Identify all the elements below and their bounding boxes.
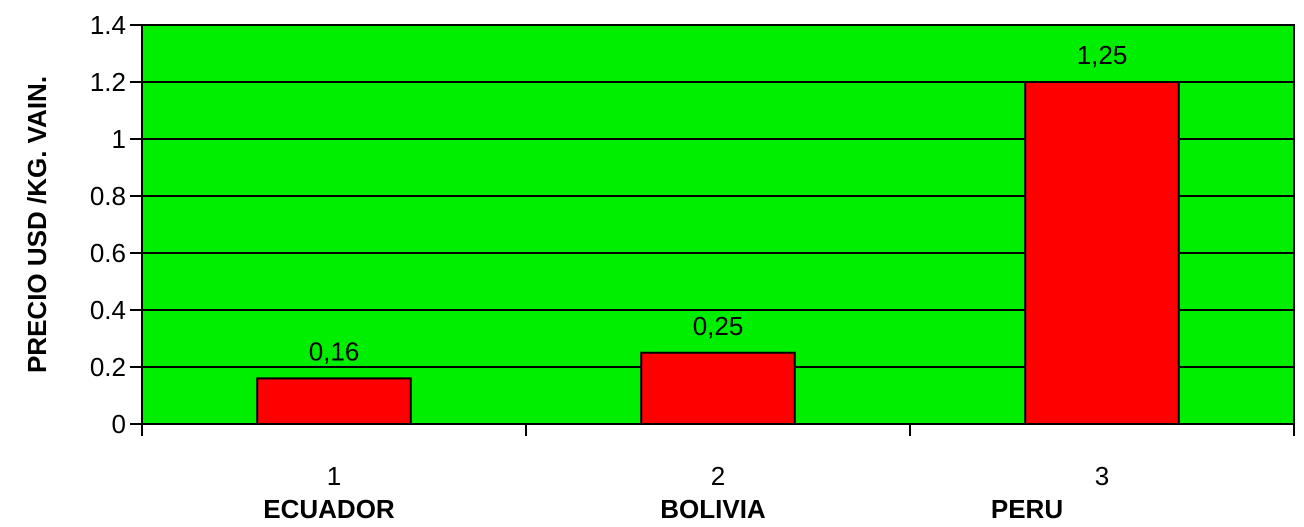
x-axis: 1 2 3 ECUADOR BOLIVIA PERU	[141, 423, 1295, 524]
y-tick-label: 1.2	[90, 67, 126, 97]
bar	[640, 351, 796, 425]
x-category-name: ECUADOR	[263, 494, 395, 524]
y-tick-label: 0.6	[90, 238, 126, 268]
x-category-name: BOLIVIA	[660, 494, 766, 524]
y-tick-label: 1.4	[90, 10, 126, 40]
y-tick-label: 0	[112, 409, 126, 439]
x-tick-label: 2	[711, 461, 725, 491]
x-tick-label: 1	[327, 461, 341, 491]
y-axis-title: PRECIO USD /KG. VAIN.	[22, 76, 52, 373]
y-tick-label: 1	[112, 124, 126, 154]
data-label: 0,25	[693, 311, 744, 341]
data-labels: 0,16 0,25 1,25	[309, 40, 1128, 366]
data-label: 1,25	[1077, 40, 1128, 70]
y-tick-label: 0.2	[90, 352, 126, 382]
x-category-name: PERU	[991, 494, 1063, 524]
x-tick-label: 3	[1095, 461, 1109, 491]
bar	[1024, 81, 1180, 425]
bar	[256, 377, 412, 425]
y-axis: 0 0.2 0.4 0.6 0.8 1 1.2 1.4	[90, 10, 142, 439]
y-tick-label: 0.8	[90, 181, 126, 211]
data-label: 0,16	[309, 336, 360, 366]
y-tick-label: 0.4	[90, 295, 126, 325]
